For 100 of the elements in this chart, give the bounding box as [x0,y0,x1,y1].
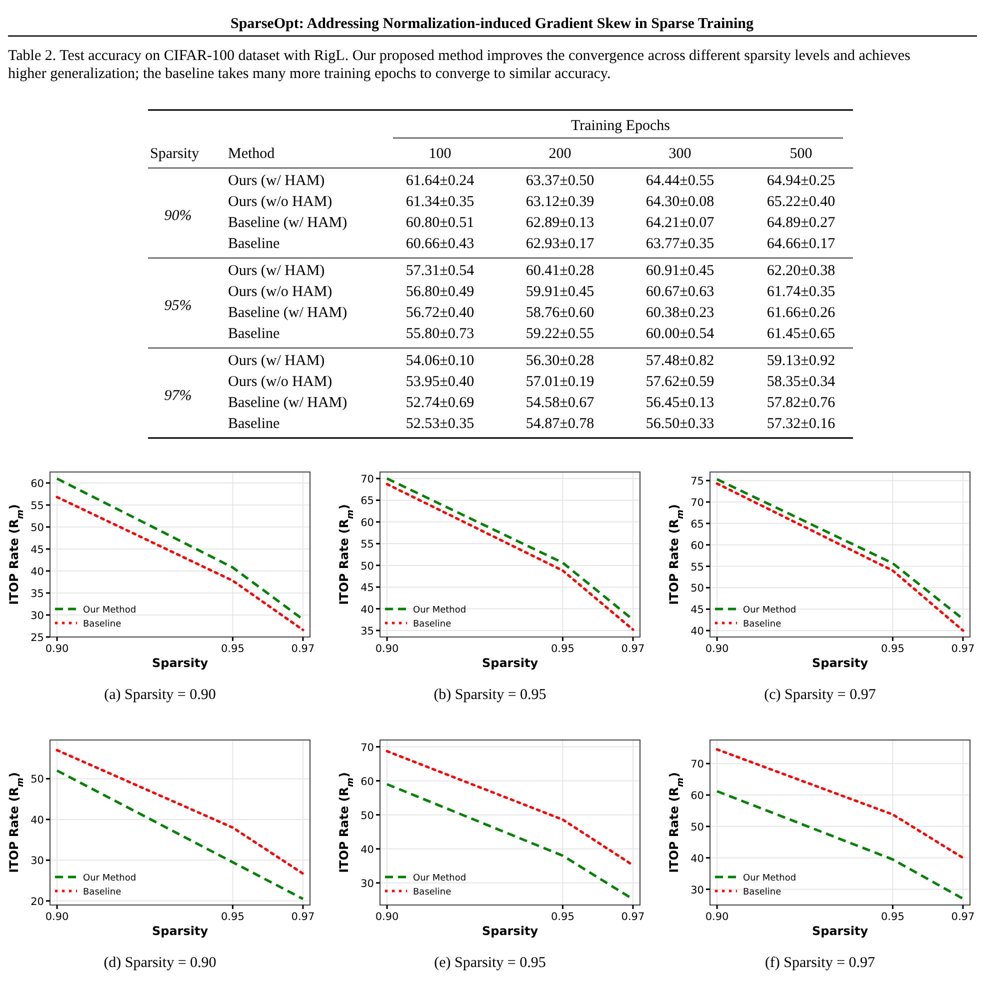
y-tick-label: 45 [690,604,704,616]
y-tick-label: 60 [690,540,704,552]
y-tick-label: 30 [30,855,44,868]
text: 56.50±0.33 [646,416,714,432]
x-tick-label: 0.97 [951,911,975,923]
x-tick-label: 0.95 [881,911,904,923]
text: Baseline (w/ HAM) [228,215,348,231]
text: Sparsity [150,146,200,162]
text: 61.66±0.26 [766,305,836,321]
y-tick-label: 70 [360,474,374,486]
x-axis-title: Sparsity [482,656,538,670]
y-tick-label: 35 [30,588,44,600]
text: 60.38±0.23 [646,305,714,321]
text: 90% [164,208,192,224]
y-tick-label: 55 [690,561,704,574]
text: 64.44±0.55 [646,173,714,189]
text: 64.94±0.25 [766,173,836,189]
text: 56.30±0.28 [526,353,594,369]
text: (b) Sparsity = 0.95 [434,687,546,703]
legend-label: Our Method [743,874,796,884]
text: 52.74±0.69 [406,395,474,411]
text: 57.01±0.19 [526,374,594,390]
x-tick-label: 0.97 [621,911,645,923]
legend-label: Baseline [743,620,782,630]
y-tick-label: 45 [30,544,44,556]
y-tick-label: 55 [30,500,44,512]
text: 60.66±0.43 [406,236,474,252]
legend-label: Baseline [413,620,452,630]
legend-label: Our Method [413,606,466,616]
text: 61.45±0.65 [766,326,836,342]
text: 54.58±0.67 [526,395,595,411]
y-tick-label: 50 [30,774,44,786]
text: 65.22±0.40 [766,194,836,210]
text: 97% [164,388,192,404]
text: 57.48±0.82 [646,353,714,369]
text: 63.12±0.39 [526,194,594,210]
y-tick-label: 60 [690,790,704,802]
text: SparseOpt: Addressing Normalization-induced Gradient Skew in Sparse Training [230,16,754,32]
text: 52.53±0.35 [406,416,474,432]
y-tick-label: 20 [30,896,44,908]
text: (c) Sparsity = 0.97 [764,687,876,703]
y-tick-label: 70 [360,742,374,754]
text: 57.32±0.16 [766,416,836,432]
y-tick-label: 30 [360,878,374,890]
text: 56.45±0.13 [646,395,714,411]
x-axis-title: Sparsity [812,924,868,938]
x-tick-label: 0.90 [45,643,69,655]
text: 64.89±0.27 [766,215,836,231]
y-tick-label: 40 [360,604,374,616]
y-tick-label: 60 [30,478,44,490]
legend-label: Baseline [83,620,122,630]
text: (f) Sparsity = 0.97 [764,955,876,971]
text: 54.87±0.78 [526,416,594,432]
text: 62.93±0.17 [526,236,595,252]
y-tick-label: 25 [30,632,44,644]
text: 60.67±0.63 [646,284,714,300]
text: 60.80±0.51 [406,215,474,231]
y-tick-label: 50 [360,810,374,822]
text: Training Epochs [570,118,670,134]
text: (e) Sparsity = 0.95 [434,955,546,971]
text: Ours (w/o HAM) [228,374,332,390]
x-tick-label: 0.97 [621,643,645,655]
text: 60.41±0.28 [526,263,594,279]
text: Table 2. Test accuracy on CIFAR-100 dataset with RigL. Our proposed method improves the convergence across different sparsity levels and achieves higher generalization; the baseline takes many more training epochs to converge to similar accuracy. [8,48,911,82]
y-tick-label: 55 [360,538,374,551]
text: 500 [790,146,812,162]
y-tick-label: 40 [690,852,704,865]
text: Ours (w/ HAM) [228,353,325,369]
text: 59.22±0.55 [526,326,594,342]
text: 64.21±0.07 [646,215,715,231]
x-tick-label: 0.97 [291,911,315,923]
x-axis-title: Sparsity [152,924,208,938]
y-tick-label: 65 [690,518,704,530]
text: 57.62±0.59 [646,374,714,390]
y-tick-label: 40 [690,626,704,638]
y-tick-label: 50 [360,560,374,572]
legend-label: Baseline [413,888,452,898]
text: 62.89±0.13 [526,215,594,231]
text: 63.77±0.35 [646,236,714,252]
y-tick-label: 75 [690,476,704,488]
text: 64.30±0.08 [646,194,714,210]
text: (a) Sparsity = 0.90 [104,687,216,703]
text: 56.72±0.40 [406,305,474,321]
text: 64.66±0.17 [766,236,836,252]
text: 59.91±0.45 [526,284,594,300]
x-tick-label: 0.97 [291,643,315,655]
text: 62.20±0.38 [766,263,836,279]
text: Ours (w/o HAM) [228,194,332,210]
x-tick-label: 0.90 [375,911,399,923]
y-tick-label: 60 [360,516,374,529]
text: 60.00±0.54 [646,326,715,342]
y-tick-label: 35 [360,625,374,638]
text: 58.76±0.60 [526,305,594,321]
legend-label: Our Method [413,874,466,884]
x-tick-label: 0.95 [221,643,244,655]
text: Method [228,146,276,162]
text: 55.80±0.73 [406,326,474,342]
y-tick-label: 70 [690,758,704,771]
text: 54.06±0.10 [406,353,474,369]
x-tick-label: 0.97 [951,643,975,655]
